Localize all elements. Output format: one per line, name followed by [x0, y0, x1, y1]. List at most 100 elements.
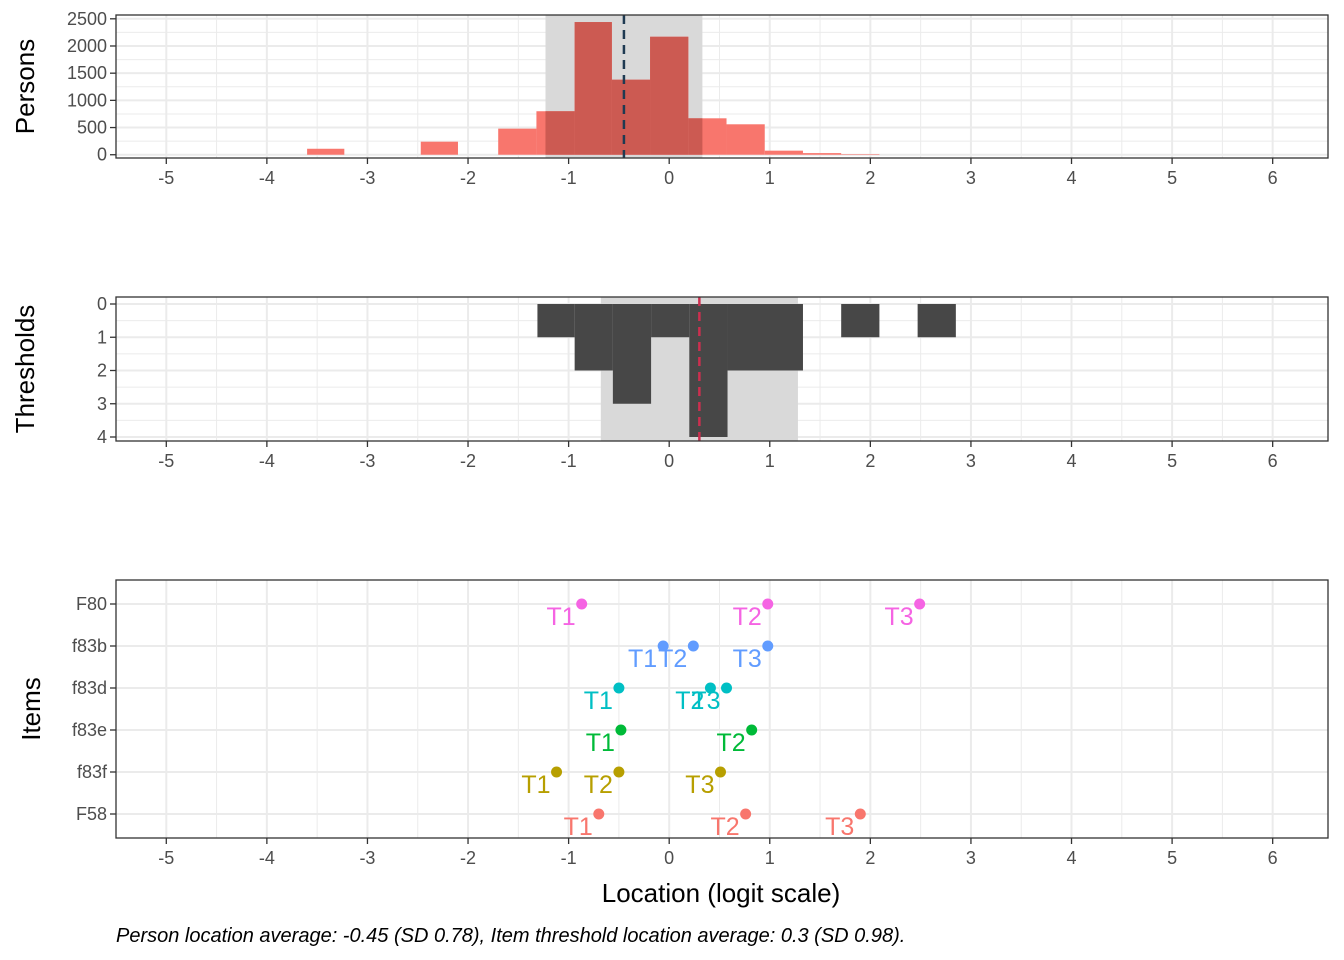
x-axis-title: Location (logit scale)	[602, 878, 840, 908]
x-tick-label: 2	[865, 848, 875, 868]
y-tick-label: 1500	[67, 63, 107, 83]
threshold-point	[576, 598, 588, 610]
y-tick-label: F80	[76, 594, 107, 614]
threshold-bar	[537, 304, 575, 338]
person-bar	[307, 148, 345, 155]
x-tick-label: 5	[1167, 168, 1177, 188]
x-tick-label: 6	[1268, 451, 1278, 471]
threshold-point-label: T1	[628, 645, 657, 673]
y-axis-title: Items	[16, 677, 46, 741]
y-tick-label: 0	[97, 145, 107, 165]
y-tick-label: f83d	[72, 678, 107, 698]
threshold-point-label: T2	[675, 687, 704, 715]
person-bar	[420, 141, 458, 155]
threshold-bar	[917, 304, 956, 338]
x-tick-label: 1	[765, 168, 775, 188]
y-tick-label: 2	[97, 361, 107, 381]
person-bar	[802, 153, 842, 155]
threshold-point	[657, 640, 669, 652]
x-tick-label: -4	[259, 848, 275, 868]
panel-border	[115, 579, 1329, 839]
threshold-bar	[612, 304, 652, 404]
x-tick-label: 1	[765, 451, 775, 471]
person-bar-in-band	[574, 22, 612, 155]
threshold-point-label: T2	[710, 813, 739, 841]
threshold-point	[593, 808, 605, 820]
y-tick-label: 1000	[67, 90, 107, 110]
threshold-point-label: T1	[584, 687, 613, 715]
person-bar	[498, 128, 537, 155]
threshold-bar	[841, 304, 880, 338]
thresholds-panel: -5 -4 -3 -2 -1 0 1 2 3 4 5 6 0 1 2 3 4 Thresholds	[10, 294, 1329, 471]
x-tick-label: 2	[865, 168, 875, 188]
y-tick-label: f83e	[72, 720, 107, 740]
threshold-point-label: T1	[521, 771, 550, 799]
y-axis-title: Persons	[10, 39, 40, 134]
threshold-point-label: T3	[884, 603, 913, 631]
threshold-bar	[574, 304, 613, 371]
x-tick-label: 4	[1067, 451, 1077, 471]
threshold-point	[704, 682, 716, 694]
threshold-point	[914, 598, 926, 610]
x-tick-label: -1	[561, 848, 577, 868]
y-axis-title: Thresholds	[10, 305, 40, 434]
threshold-point-label: T3	[685, 771, 714, 799]
x-tick-label: -3	[359, 168, 375, 188]
threshold-point	[740, 808, 752, 820]
x-tick-label: -2	[460, 451, 476, 471]
threshold-point-label: T1	[564, 813, 593, 841]
x-tick-label: 4	[1067, 848, 1077, 868]
x-tick-label: 0	[664, 451, 674, 471]
y-tick-label: 500	[77, 118, 107, 138]
x-tick-label: -2	[460, 168, 476, 188]
x-tick-label: 3	[966, 451, 976, 471]
y-tick-label: 2000	[67, 36, 107, 56]
caption: Person location average: -0.45 (SD 0.78)…	[116, 925, 905, 947]
y-tick-label: f83b	[72, 636, 107, 656]
threshold-point	[762, 598, 774, 610]
y-tick-label: 3	[97, 394, 107, 414]
persons-panel: -5 -4 -3 -2 -1 0 1 2 3 4 5 6 0 500 1000 1500 2000 2500 Per…	[10, 9, 1329, 188]
threshold-point	[746, 724, 758, 736]
threshold-point	[613, 766, 625, 778]
x-tick-label: -4	[259, 451, 275, 471]
panel-border	[115, 14, 1329, 159]
x-tick-label: 0	[664, 848, 674, 868]
person-bar-in-band	[545, 111, 575, 155]
x-tick-label: -5	[158, 168, 174, 188]
threshold-point	[615, 724, 627, 736]
x-tick-label: 5	[1167, 848, 1177, 868]
y-tick-label: 1	[97, 327, 107, 347]
person-bar-in-band	[650, 36, 689, 155]
x-tick-label: 2	[865, 451, 875, 471]
person-bar-in-band	[611, 79, 651, 155]
threshold-point-label: T3	[825, 813, 854, 841]
x-tick-label: -2	[460, 848, 476, 868]
y-tick-label: 0	[97, 294, 107, 314]
person-bar	[764, 150, 803, 155]
threshold-point	[687, 640, 699, 652]
x-tick-label: -5	[158, 848, 174, 868]
threshold-bar	[689, 304, 728, 437]
threshold-point	[551, 766, 563, 778]
x-tick-label: 5	[1167, 451, 1177, 471]
threshold-point-label: T1	[547, 603, 576, 631]
x-tick-label: -4	[259, 168, 275, 188]
threshold-point-label: T2	[733, 603, 762, 631]
panel-background	[116, 580, 1328, 838]
panel-border	[115, 296, 1329, 442]
y-tick-label: F58	[76, 804, 107, 824]
x-tick-label: -5	[158, 451, 174, 471]
threshold-point-label: T2	[658, 645, 687, 673]
person-bar	[726, 124, 765, 155]
threshold-point-label: T3	[691, 687, 720, 715]
threshold-point	[854, 808, 866, 820]
x-tick-label: -3	[359, 451, 375, 471]
x-tick-label: 4	[1067, 168, 1077, 188]
threshold-bar	[651, 304, 690, 338]
threshold-point-label: T2	[584, 771, 613, 799]
threshold-bar	[727, 304, 803, 371]
x-tick-label: 1	[765, 848, 775, 868]
